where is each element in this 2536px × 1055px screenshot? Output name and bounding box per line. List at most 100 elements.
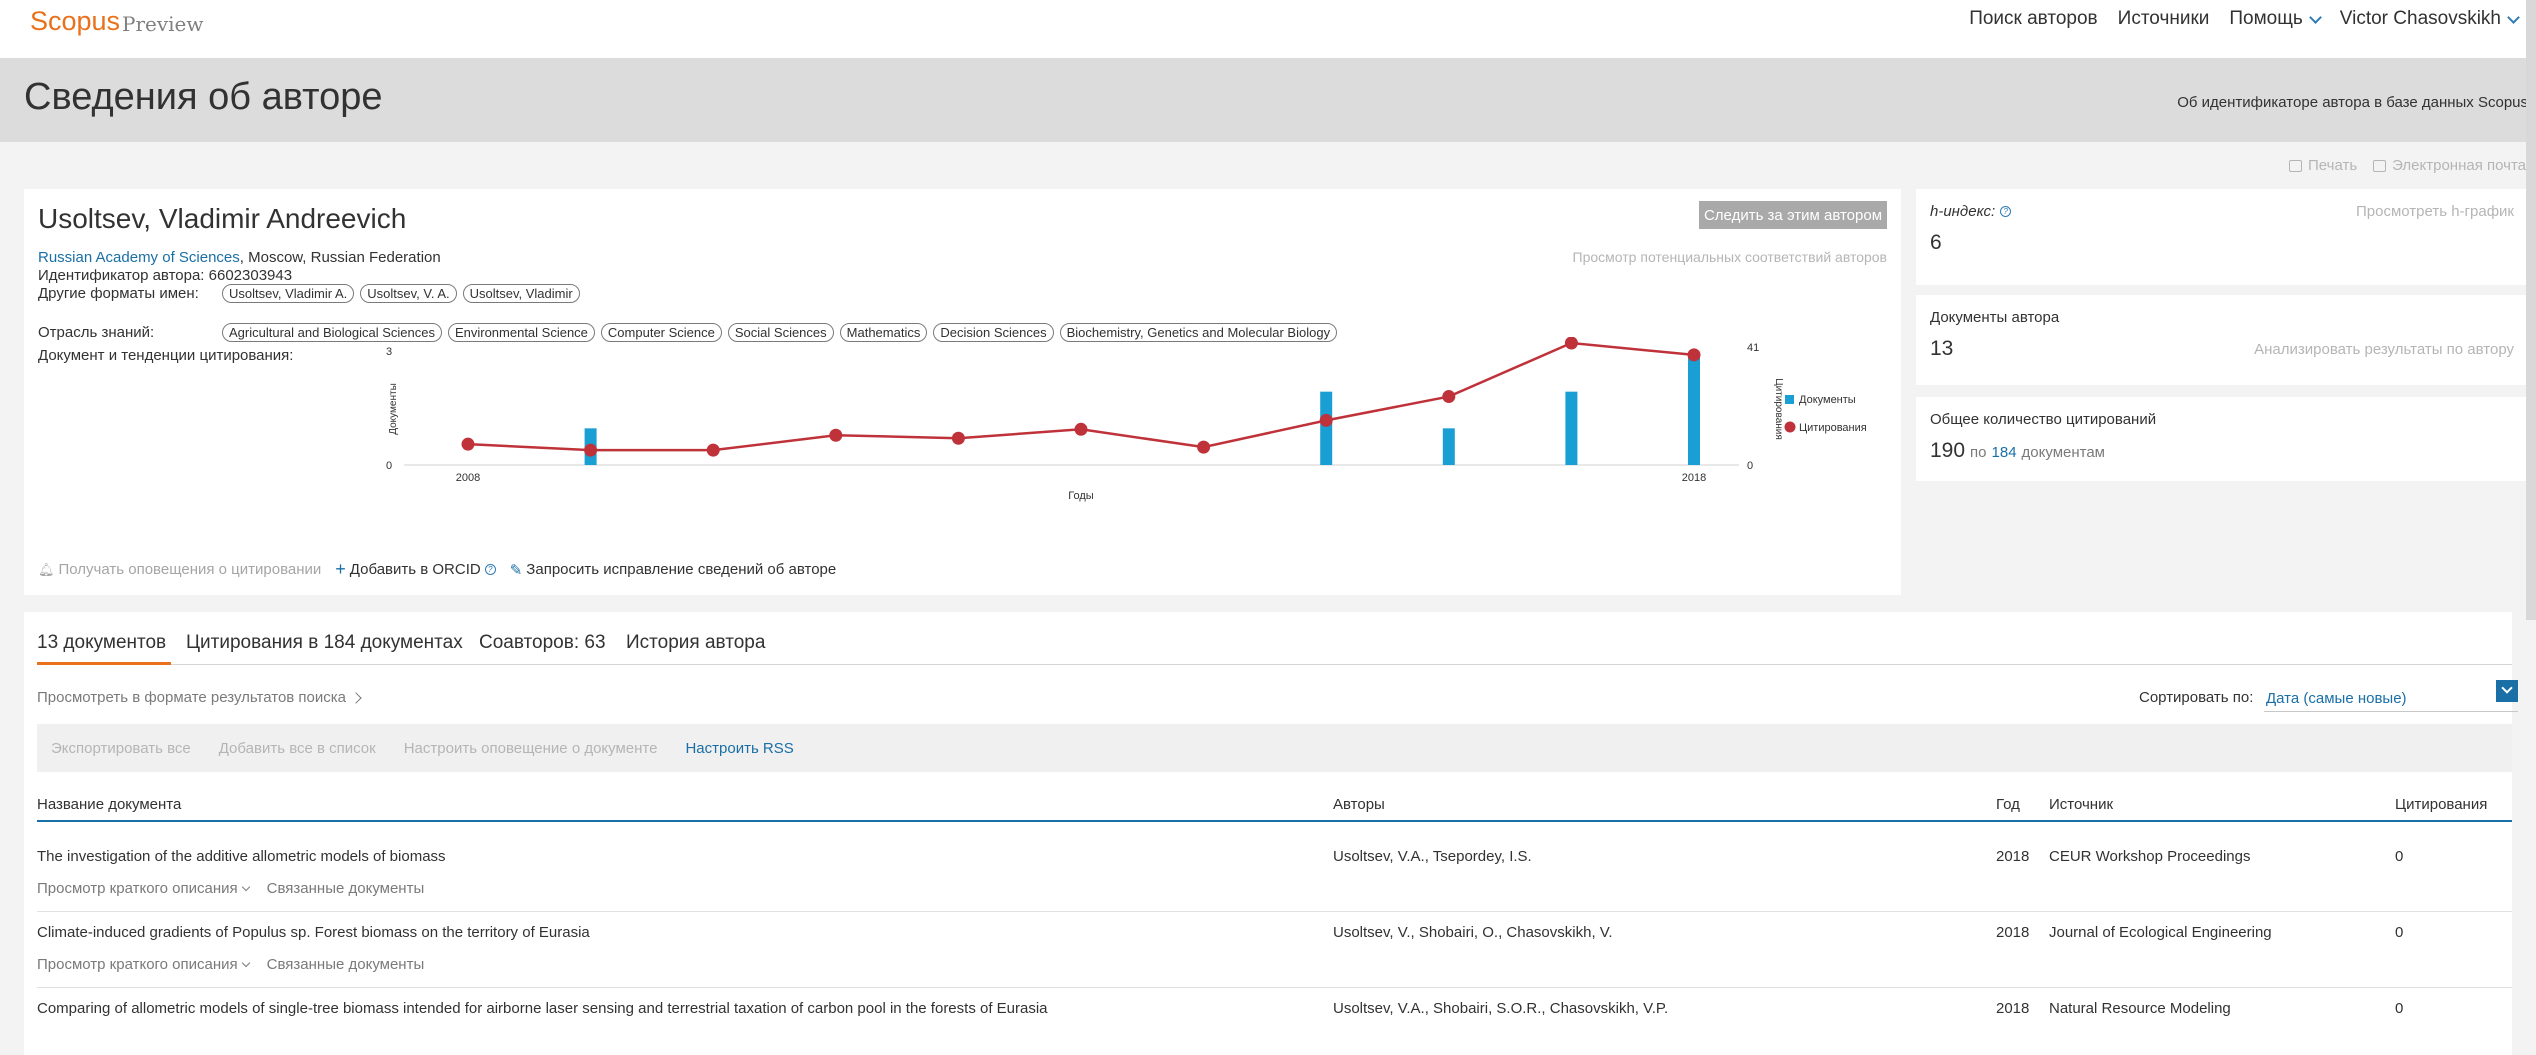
column-source[interactable]: Источник — [2049, 796, 2114, 813]
about-author-id-link[interactable]: Об идентификаторе автора в базе данных S… — [2177, 94, 2528, 111]
view-abstract-link[interactable]: Просмотр краткого описания — [37, 880, 250, 897]
tab-documents[interactable]: 13 документов — [37, 632, 167, 653]
document-source[interactable]: Journal of Ecological Engineering — [2049, 924, 2272, 941]
citations-point-2016[interactable] — [1442, 390, 1456, 404]
citations-point-2013[interactable] — [1074, 422, 1088, 436]
document-title-link[interactable]: Climate-induced gradients of Populus sp.… — [37, 924, 590, 941]
export-all-button[interactable]: Экспортировать все — [51, 739, 191, 757]
tab-coauthors[interactable]: Соавторов: 63 — [479, 632, 606, 653]
author-documents-label: Документы автора — [1930, 309, 2060, 326]
chevron-down-icon — [2507, 10, 2520, 24]
citations-point-2017[interactable] — [1564, 337, 1578, 350]
citations-point-2014[interactable] — [1197, 440, 1211, 454]
help-icon[interactable]: ? — [484, 564, 496, 575]
total-citations-card: Общее количество цитирований 190 по 184 … — [1916, 397, 2528, 481]
citations-point-2018[interactable] — [1687, 348, 1701, 362]
help-icon[interactable]: ? — [2000, 206, 2012, 217]
printer-icon — [2289, 159, 2302, 172]
nav-sources-label: Источники — [2117, 8, 2210, 29]
column-citations[interactable]: Цитирования — [2395, 796, 2488, 813]
subject-pill[interactable]: Decision Sciences — [933, 323, 1054, 342]
sort-dropdown-button[interactable] — [2496, 680, 2518, 702]
h-graph-link[interactable]: Просмотреть h-график — [2356, 203, 2514, 220]
citations-point-2012[interactable] — [951, 431, 965, 445]
trend-label: Документ и тенденции цитирования: — [38, 347, 294, 364]
add-all-to-list-button[interactable]: Добавить все в список — [218, 739, 376, 757]
name-format-pill[interactable]: Usoltsev, V. A. — [360, 284, 457, 303]
citations-point-2009[interactable] — [584, 443, 598, 457]
tab-author-history[interactable]: История автора — [626, 632, 766, 653]
nav-author-search-label: Поиск авторов — [1969, 8, 2098, 29]
column-authors[interactable]: Авторы — [1333, 796, 1385, 813]
document-source[interactable]: Natural Resource Modeling — [2049, 1000, 2231, 1017]
follow-author-button[interactable]: Следить за этим автором — [1699, 201, 1887, 229]
chevron-right-icon — [350, 691, 362, 704]
total-citations-value[interactable]: 190 — [1930, 439, 1966, 462]
request-correction-link[interactable]: ✎ Запросить исправление сведений об автор… — [510, 561, 837, 579]
document-year: 2018 — [1996, 924, 2030, 941]
y-left-axis-label: Документы — [388, 383, 399, 435]
potential-matches-link[interactable]: Просмотр потенциальных соответствий авто… — [1572, 249, 1887, 265]
nav-help[interactable]: Помощь — [2229, 8, 2322, 30]
affiliation-link[interactable]: Russian Academy of Sciences — [38, 249, 240, 266]
print-link[interactable]: Печать — [2289, 157, 2357, 174]
name-formats-label: Другие форматы имен: — [38, 285, 199, 302]
citations-point-2010[interactable] — [706, 443, 720, 457]
column-year[interactable]: Год — [1996, 796, 2020, 813]
documents-bar-2015[interactable] — [1320, 391, 1333, 465]
name-format-pill[interactable]: Usoltsev, Vladimir A. — [222, 284, 355, 303]
chevron-down-icon — [2308, 10, 2322, 24]
top-nav: Поиск авторов Источники Помощь Victor Ch… — [1969, 8, 2520, 30]
author-id-label: Идентификатор автора: — [38, 267, 205, 284]
documents-bar-2016[interactable] — [1442, 428, 1455, 465]
edit-user-icon: ✎ — [509, 561, 523, 579]
scopus-logo[interactable]: Scopus — [30, 6, 121, 36]
nav-user-menu[interactable]: Victor Chasovskikh — [2340, 8, 2520, 30]
subject-pill[interactable]: Social Sciences — [727, 323, 834, 342]
related-documents-link[interactable]: Связанные документы — [266, 880, 425, 897]
sort-select[interactable]: Дата (самые новые) — [2264, 684, 2518, 712]
y-right-tick-label: 41 — [1747, 342, 1759, 354]
chevron-down-icon — [241, 958, 250, 968]
nav-sources[interactable]: Источники — [2118, 8, 2210, 30]
citing-docs-link[interactable]: 184 — [1991, 444, 2017, 461]
nav-author-search[interactable]: Поиск авторов — [1969, 8, 2097, 30]
y-left-tick-label: 0 — [386, 460, 392, 472]
citations-point-2011[interactable] — [829, 428, 843, 442]
name-formats: Другие форматы имен: Usoltsev, Vladimir … — [38, 284, 580, 303]
add-to-orcid-link[interactable]: + Добавить в ORCID? — [335, 559, 496, 580]
citations-by-word: по — [1970, 444, 1987, 461]
subject-pill[interactable]: Agricultural and Biological Sciences — [222, 323, 442, 342]
email-link[interactable]: Электронная почта — [2373, 157, 2526, 174]
author-documents-count[interactable]: 13 — [1930, 337, 1954, 360]
view-as-search-results-link[interactable]: Просмотреть в формате результатов поиска — [37, 689, 362, 706]
name-format-pill[interactable]: Usoltsev, Vladimir — [462, 284, 580, 303]
citation-alerts-link[interactable]: 🔔︎ Получать оповещения о цитировании — [38, 561, 321, 578]
documents-bar-2018[interactable] — [1688, 355, 1700, 465]
document-authors[interactable]: Usoltsev, V., Shobairi, O., Chasovskikh,… — [1333, 924, 1613, 941]
citations-point-2008[interactable] — [461, 437, 475, 451]
page-scrollbar[interactable] — [2526, 0, 2536, 620]
document-authors[interactable]: Usoltsev, V.A., Tsepordey, I.S. — [1333, 848, 1532, 865]
column-title[interactable]: Название документа — [37, 796, 182, 813]
subject-pill[interactable]: Environmental Science — [447, 323, 595, 342]
subject-pill[interactable]: Mathematics — [839, 323, 928, 342]
subject-pill[interactable]: Computer Science — [600, 323, 722, 342]
document-title-link[interactable]: Comparing of allometric models of single… — [37, 1000, 1048, 1017]
analyze-results-link[interactable]: Анализировать результаты по автору — [2254, 341, 2514, 358]
table-row: Comparing of allometric models of single… — [37, 988, 2512, 1055]
tab-citations[interactable]: Цитирования в 184 документах — [186, 632, 463, 653]
document-authors[interactable]: Usoltsev, V.A., Shobairi, S.O.R., Chasov… — [1333, 1000, 1669, 1017]
subject-pill[interactable]: Biochemistry, Genetics and Molecular Bio… — [1059, 323, 1338, 342]
documents-bar-2017[interactable] — [1565, 391, 1578, 465]
envelope-icon — [2373, 159, 2387, 172]
related-documents-link[interactable]: Связанные документы — [266, 956, 425, 973]
x-axis-label: Годы — [1068, 490, 1094, 502]
legend-citations-marker — [1784, 421, 1796, 433]
view-abstract-link[interactable]: Просмотр краткого описания — [37, 956, 250, 973]
rss-button[interactable]: Настроить RSS — [685, 739, 794, 757]
document-alert-button[interactable]: Настроить оповещение о документе — [403, 739, 658, 757]
document-source[interactable]: CEUR Workshop Proceedings — [2049, 848, 2251, 865]
citations-point-2015[interactable] — [1319, 413, 1333, 427]
document-title-link[interactable]: The investigation of the additive allome… — [37, 848, 446, 865]
